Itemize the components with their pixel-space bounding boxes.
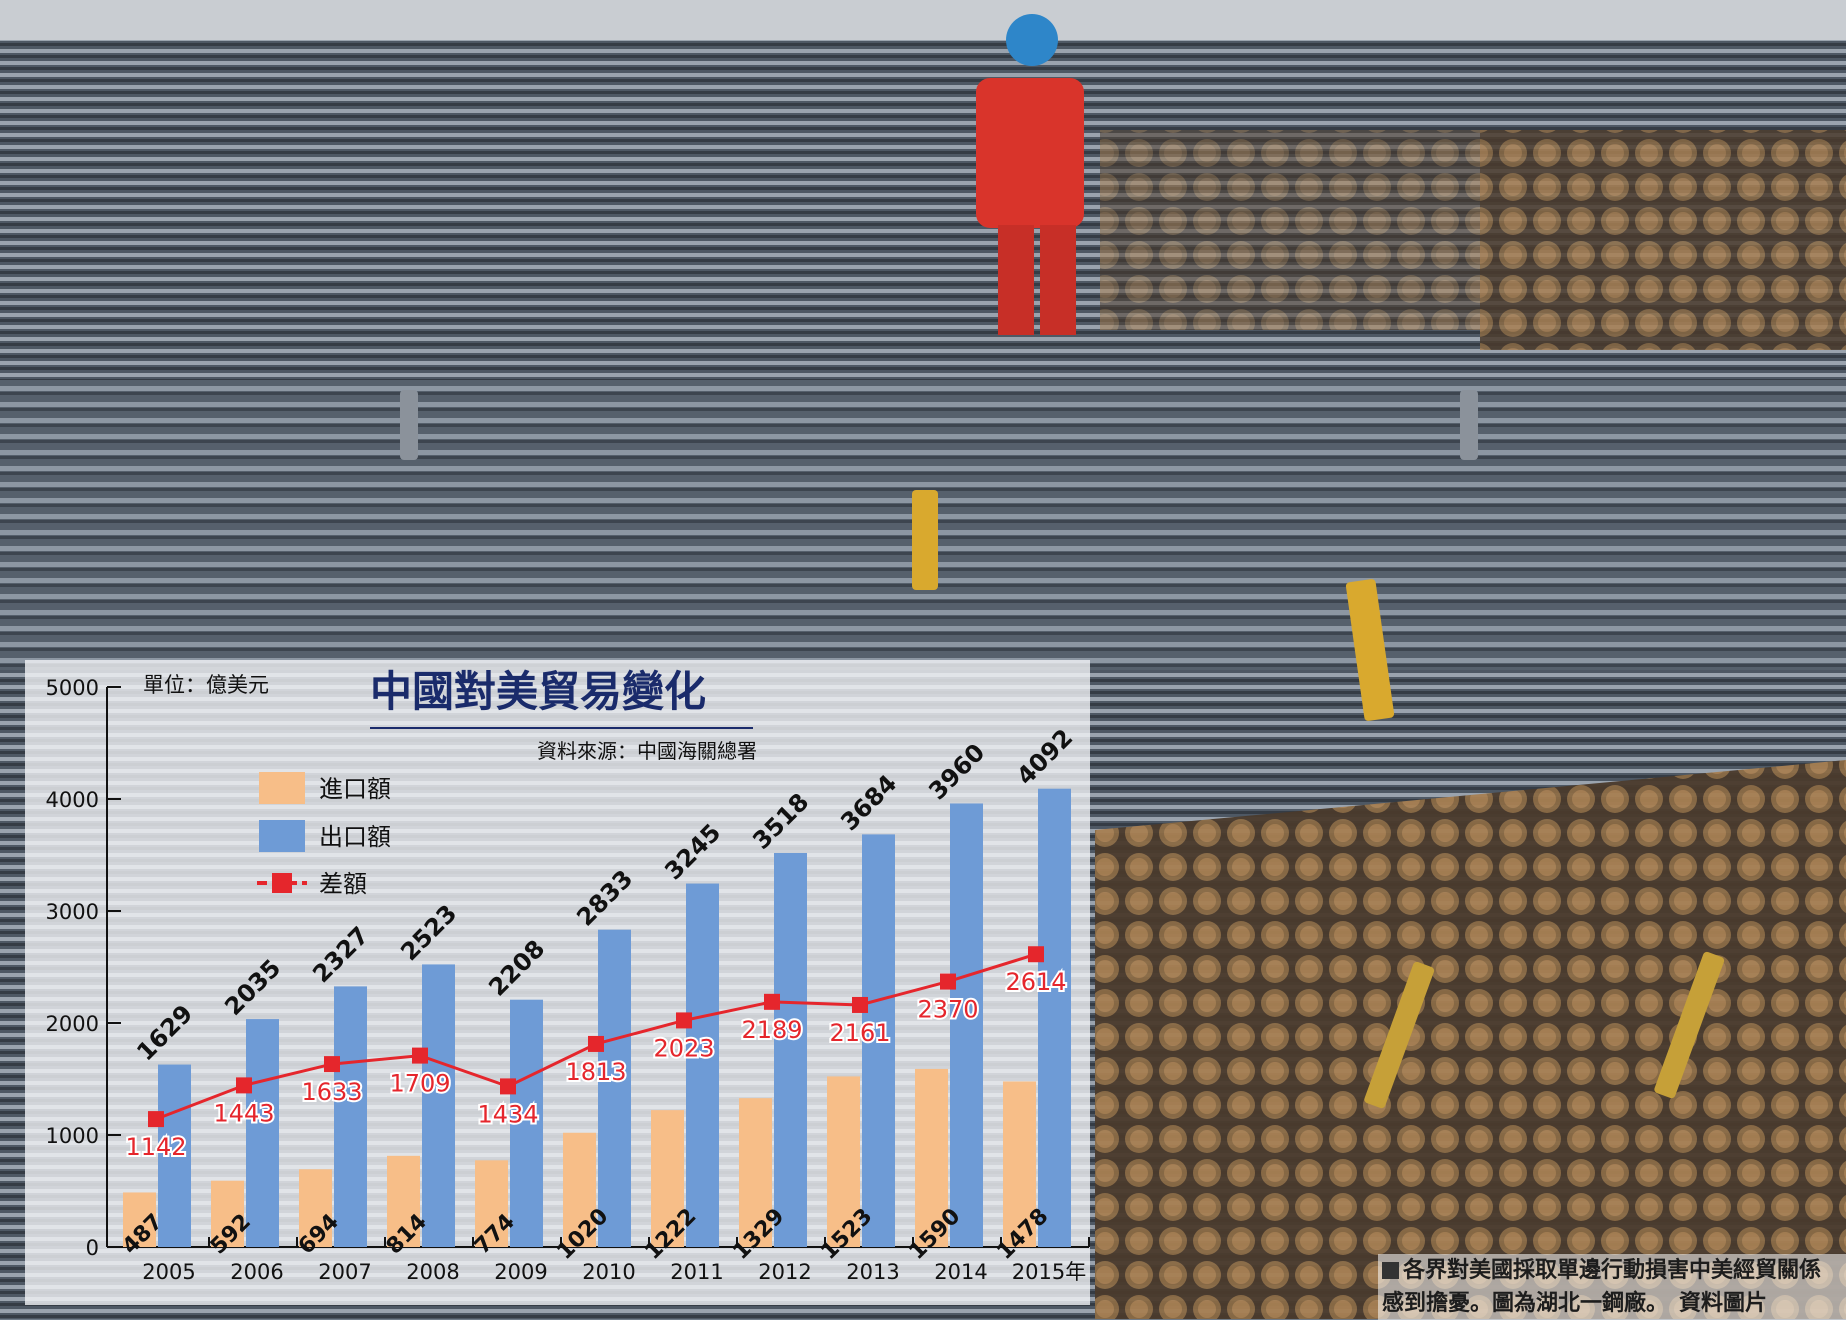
- balance-value-label: 1443: [213, 1099, 274, 1127]
- caption-text: 各界對美國採取單邊行動損害中美經貿關係感到擔憂。圖為湖北一鋼廠。 資料圖片: [1382, 1258, 1822, 1316]
- export-value-label: 3684: [835, 769, 902, 836]
- export-bar: [510, 999, 543, 1247]
- balance-value-label: 2189: [741, 1016, 802, 1044]
- legend-import-label: 進口額: [319, 775, 391, 803]
- import-bar: [739, 1098, 772, 1247]
- export-bar: [246, 1019, 279, 1247]
- balance-point: [676, 1012, 692, 1029]
- export-bar: [950, 803, 983, 1247]
- balance-point: [764, 993, 780, 1010]
- trade-chart: 0 1000 2000 3000 4000 5000 2005 2006 2007 2008 200…: [46, 667, 1090, 1284]
- import-bar: [563, 1132, 596, 1247]
- balance-value-label: 1434: [477, 1100, 538, 1128]
- y-tick-label: 1000: [46, 1124, 99, 1148]
- y-tick-label: 4000: [46, 788, 99, 812]
- y-tick-label: 3000: [46, 900, 99, 924]
- x-tick-label: 2012: [758, 1260, 811, 1284]
- caption-square-icon: [1382, 1262, 1399, 1279]
- export-value-label: 2035: [219, 954, 286, 1021]
- unit-label: 單位：億美元: [143, 673, 269, 697]
- export-bar: [334, 986, 367, 1247]
- balance-point: [236, 1077, 252, 1094]
- import-bar: [299, 1169, 332, 1247]
- export-bar: [598, 929, 631, 1247]
- legend-export-label: 出口額: [319, 823, 391, 851]
- export-value-label: 2833: [571, 865, 638, 932]
- import-bar: [651, 1110, 684, 1247]
- balance-point: [588, 1035, 604, 1052]
- x-tick-label: 2005: [142, 1260, 195, 1284]
- source-text: 資料來源：中國海關總署: [537, 739, 757, 763]
- legend-balance-label: 差額: [319, 870, 367, 898]
- legend-export-swatch: [259, 820, 305, 852]
- legend-balance-marker: [272, 873, 292, 893]
- balance-value-label: 2370: [917, 996, 978, 1024]
- export-bar: [774, 852, 807, 1247]
- y-tick-label: 2000: [46, 1012, 99, 1036]
- import-bar: [827, 1076, 860, 1247]
- photo-caption: 各界對美國採取單邊行動損害中美經貿關係感到擔憂。圖為湖北一鋼廠。 資料圖片: [1378, 1254, 1846, 1320]
- y-tick-label: 5000: [46, 676, 99, 700]
- export-bar: [158, 1064, 191, 1247]
- bars: [123, 788, 1071, 1247]
- export-value-label: 3245: [659, 818, 726, 885]
- balance-value-label: 2161: [829, 1019, 890, 1047]
- import-bar: [915, 1068, 948, 1247]
- balance-point: [148, 1111, 164, 1128]
- export-bar: [1038, 788, 1071, 1247]
- balance-point: [1028, 946, 1044, 963]
- x-tick-label: 2014: [934, 1260, 987, 1284]
- export-bar: [422, 964, 455, 1247]
- chart-panel: 0 1000 2000 3000 4000 5000 2005 2006 2007 2008 200…: [25, 660, 1090, 1305]
- legend-import-swatch: [259, 772, 305, 804]
- worker-figure: [976, 14, 1084, 335]
- x-tick-label: 2010: [582, 1260, 635, 1284]
- x-tick-label: 2013: [846, 1260, 899, 1284]
- export-value-label: 2208: [483, 935, 550, 1002]
- balance-line: [148, 946, 1044, 1128]
- x-tick-label: 2011: [670, 1260, 723, 1284]
- export-value-label: 3960: [923, 738, 990, 805]
- export-value-label: 3518: [747, 788, 814, 855]
- export-value-label: 2523: [395, 899, 462, 966]
- balance-point: [412, 1047, 428, 1064]
- x-tick-label: 2009: [494, 1260, 547, 1284]
- x-tick-label: 2006: [230, 1260, 283, 1284]
- x-tick-label: 2007: [318, 1260, 371, 1284]
- import-bar: [475, 1160, 508, 1247]
- balance-value-label: 2023: [653, 1034, 714, 1062]
- balance-value-label: 1813: [565, 1058, 626, 1086]
- export-bar: [862, 834, 895, 1247]
- export-bar: [686, 883, 719, 1247]
- chart-title: 中國對美貿易變化: [370, 667, 706, 716]
- balance-point: [324, 1056, 340, 1073]
- import-bar: [1003, 1081, 1036, 1247]
- axes: 0 1000 2000 3000 4000 5000 2005 2006 2007 2008 200…: [46, 676, 1090, 1284]
- export-value-label: 1629: [131, 999, 198, 1066]
- import-bar: [387, 1155, 420, 1247]
- balance-point: [940, 973, 956, 990]
- import-bar: [211, 1180, 244, 1247]
- balance-point: [500, 1078, 516, 1095]
- y-tick-label: 0: [86, 1236, 99, 1260]
- import-bar: [123, 1192, 156, 1247]
- legend: 進口額 出口額 差額: [257, 772, 391, 898]
- export-value-label: 4092: [1011, 724, 1078, 791]
- balance-value-label: 1709: [389, 1070, 450, 1098]
- export-value-label: 2327: [307, 921, 374, 988]
- balance-value-label: 2614: [1005, 968, 1066, 996]
- x-tick-label: 2015年: [1012, 1260, 1086, 1284]
- balance-value-label: 1142: [125, 1133, 186, 1161]
- x-tick-label: 2008: [406, 1260, 459, 1284]
- balance-value-label: 1633: [301, 1078, 362, 1106]
- balance-point: [852, 996, 868, 1013]
